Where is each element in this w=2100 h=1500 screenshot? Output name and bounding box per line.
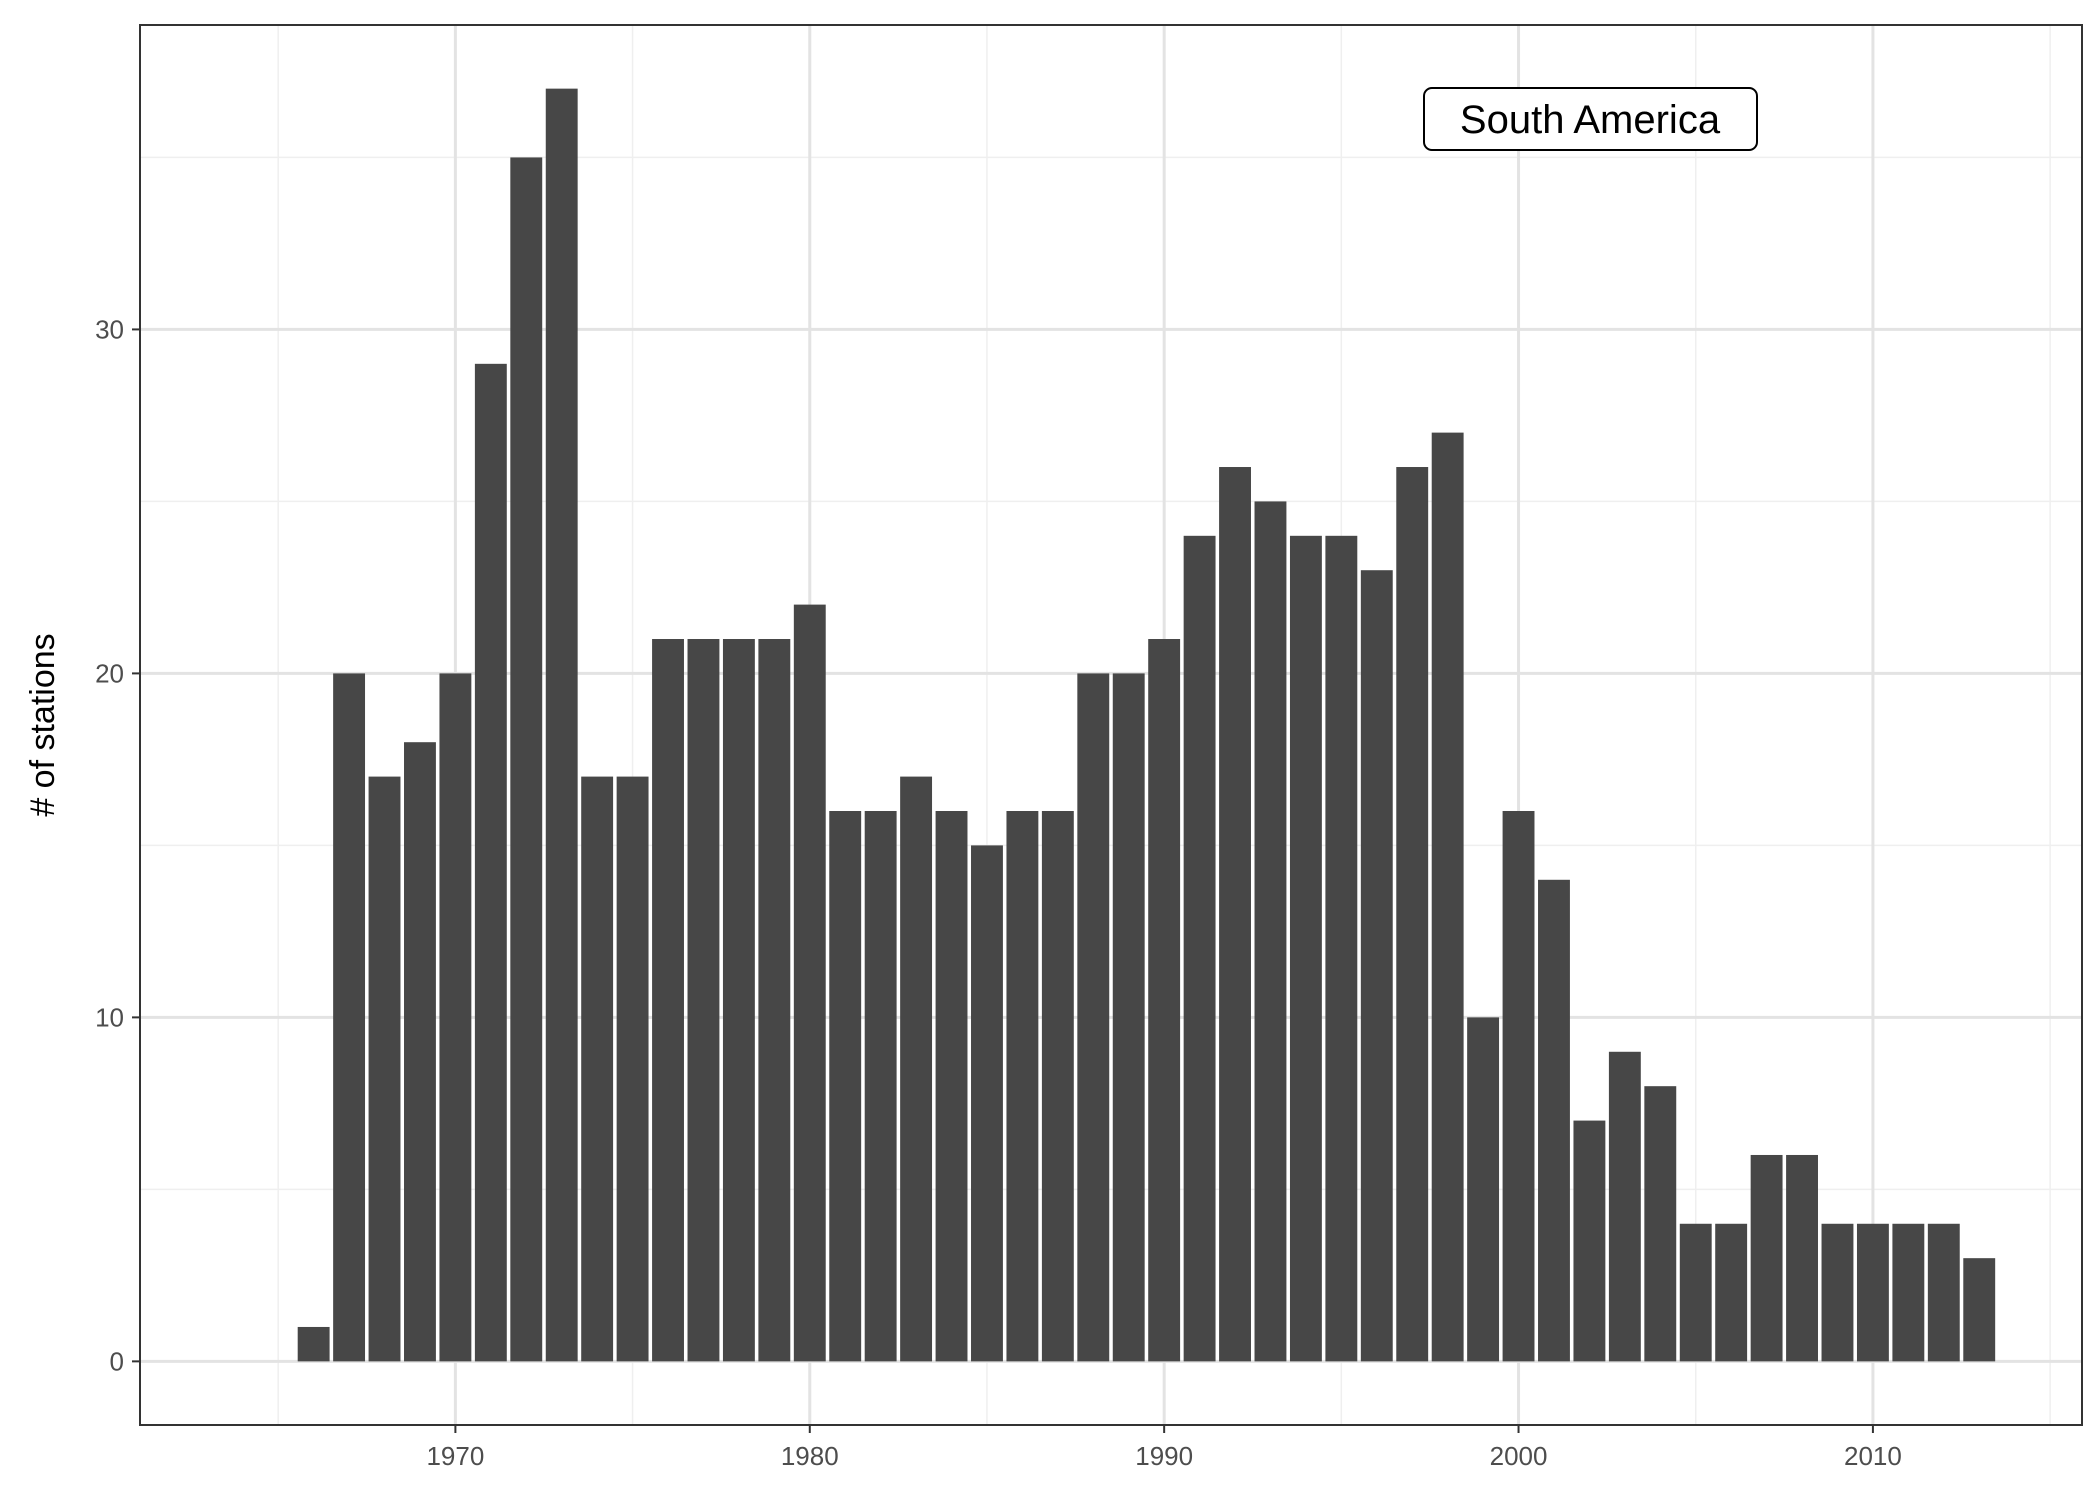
bar-1986	[1006, 810, 1039, 1362]
bar-1988	[1077, 673, 1110, 1362]
bar-1985	[971, 845, 1003, 1362]
bar-2010	[1856, 1223, 1889, 1362]
x-tick-label: 2000	[1490, 1441, 1548, 1471]
bar-2005	[1679, 1223, 1712, 1362]
bar-1971	[474, 363, 507, 1362]
bar-1967	[333, 673, 366, 1362]
bar-2007	[1750, 1154, 1783, 1362]
bar-1972	[510, 157, 543, 1362]
bar-1982	[864, 810, 897, 1362]
bar-2004	[1644, 1086, 1677, 1362]
bars-layer	[297, 88, 1996, 1362]
bar-1978	[722, 639, 755, 1362]
bar-1980	[793, 604, 826, 1362]
y-tick-label: 30	[95, 314, 124, 344]
y-tick-label: 10	[95, 1002, 124, 1032]
bar-1970	[439, 673, 472, 1362]
bar-1974	[581, 776, 614, 1362]
x-tick-label: 2010	[1844, 1441, 1902, 1471]
bar-2009	[1821, 1223, 1854, 1362]
bar-2011	[1892, 1223, 1925, 1362]
bar-1968	[368, 776, 401, 1362]
annotation-label: South America	[1423, 87, 1758, 151]
bar-1998	[1431, 432, 1464, 1362]
bar-2008	[1786, 1154, 1818, 1362]
panel-border	[139, 24, 2083, 1426]
bar-1966	[297, 1326, 330, 1362]
bar-1981	[829, 810, 862, 1362]
bar-1997	[1396, 467, 1429, 1362]
x-tick-label: 1980	[781, 1441, 839, 1471]
bar-1990	[1148, 639, 1181, 1362]
bar-1995	[1325, 535, 1358, 1362]
x-tick-label: 1990	[1135, 1441, 1193, 1471]
bar-1993	[1254, 501, 1287, 1362]
bar-1999	[1467, 1017, 1500, 1362]
bar-1984	[935, 810, 968, 1362]
bar-2012	[1927, 1223, 1960, 1362]
annotation-box	[1423, 87, 1758, 151]
bar-1973	[545, 88, 578, 1362]
ticks-layer: 1970 1980 1990 2000 2010 0 10 20 30	[95, 314, 1902, 1471]
bar-1996	[1360, 570, 1393, 1362]
bar-1976	[652, 639, 684, 1362]
x-tick-label: 1970	[426, 1441, 484, 1471]
bar-1977	[687, 639, 720, 1362]
bar-1975	[616, 776, 649, 1362]
y-tick-label: 20	[95, 658, 124, 688]
bar-2006	[1715, 1223, 1748, 1362]
bar-1989	[1112, 673, 1145, 1362]
bar-1994	[1289, 535, 1322, 1362]
y-tick-label: 0	[110, 1346, 124, 1376]
bar-1969	[404, 742, 436, 1362]
bar-2002	[1573, 1120, 1606, 1362]
annotation-text: South America	[1460, 98, 1721, 142]
bar-2003	[1608, 1051, 1641, 1362]
y-axis-title: # of stations	[24, 633, 62, 816]
bar-1991	[1183, 535, 1216, 1362]
bar-1987	[1041, 810, 1074, 1362]
bar-2000	[1502, 810, 1535, 1362]
bar-1992	[1219, 467, 1251, 1362]
bar-1983	[900, 776, 933, 1362]
bar-1979	[758, 639, 791, 1362]
bar-2001	[1538, 879, 1570, 1362]
bar-2013	[1963, 1258, 1996, 1362]
